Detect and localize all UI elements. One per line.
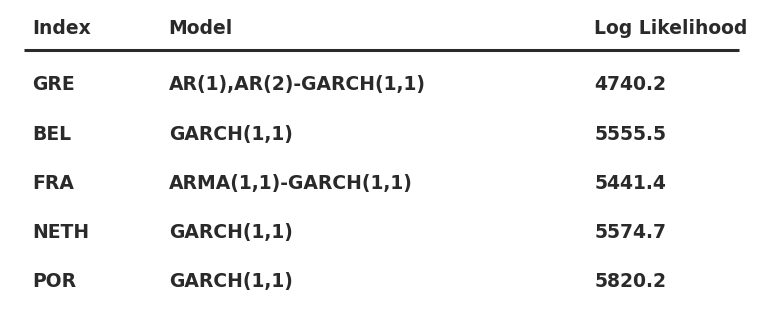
- Text: GRE: GRE: [32, 75, 74, 94]
- Text: 5441.4: 5441.4: [594, 174, 666, 193]
- Text: 5555.5: 5555.5: [594, 125, 666, 143]
- Text: 5574.7: 5574.7: [594, 223, 666, 242]
- Text: GARCH(1,1): GARCH(1,1): [168, 272, 293, 291]
- Text: Index: Index: [32, 18, 91, 38]
- Text: AR(1),AR(2)-GARCH(1,1): AR(1),AR(2)-GARCH(1,1): [168, 75, 426, 94]
- Text: FRA: FRA: [32, 174, 74, 193]
- Text: GARCH(1,1): GARCH(1,1): [168, 223, 293, 242]
- Text: NETH: NETH: [32, 223, 89, 242]
- Text: POR: POR: [32, 272, 76, 291]
- Text: Model: Model: [168, 18, 233, 38]
- Text: ARMA(1,1)-GARCH(1,1): ARMA(1,1)-GARCH(1,1): [168, 174, 413, 193]
- Text: Log Likelihood: Log Likelihood: [594, 18, 748, 38]
- Text: 4740.2: 4740.2: [594, 75, 666, 94]
- Text: GARCH(1,1): GARCH(1,1): [168, 125, 293, 143]
- Text: BEL: BEL: [32, 125, 71, 143]
- Text: 5820.2: 5820.2: [594, 272, 666, 291]
